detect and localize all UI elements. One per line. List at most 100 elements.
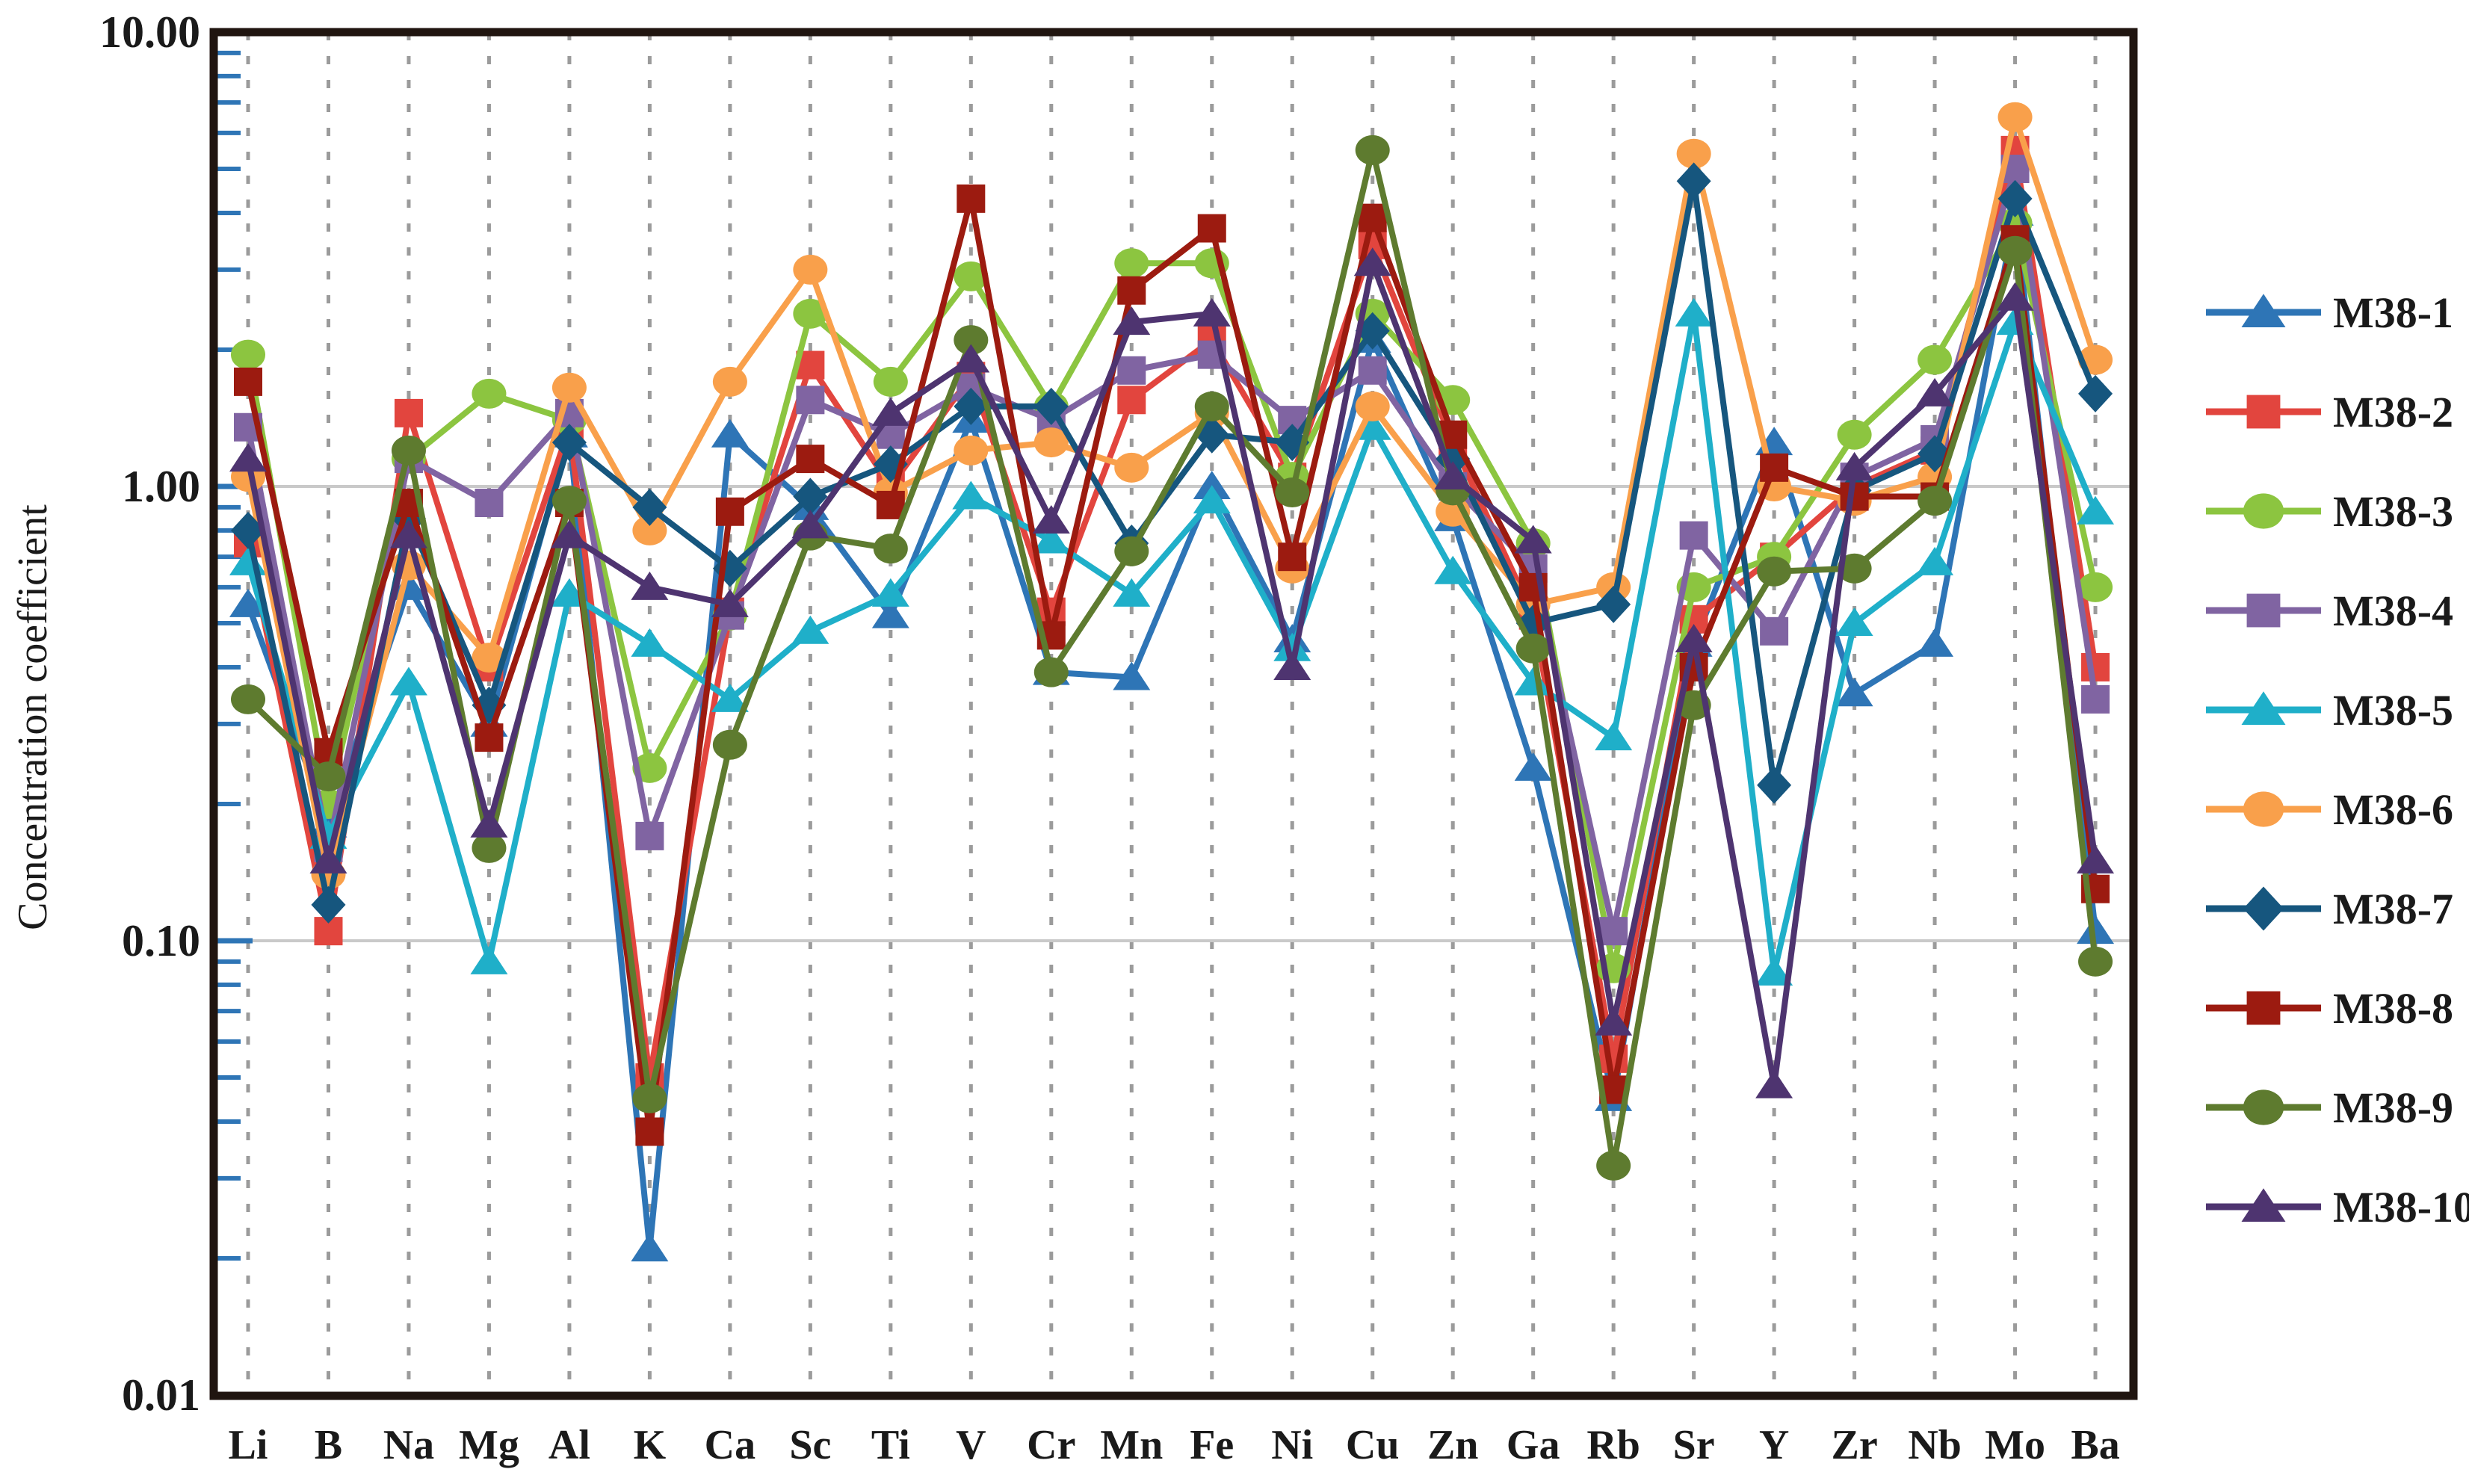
data-point-triangle — [2077, 915, 2115, 944]
data-point-triangle — [1996, 282, 2034, 311]
data-point-triangle — [1916, 377, 1954, 406]
data-point-square — [796, 445, 825, 474]
data-point-circle — [712, 729, 747, 760]
x-tick-label: Sc — [789, 1422, 831, 1468]
data-point-circle — [1114, 452, 1149, 483]
data-point-triangle — [309, 844, 347, 874]
x-tick-label: Mo — [1985, 1422, 2045, 1468]
data-point-circle — [873, 366, 908, 397]
y-tick-label: 10.00 — [99, 7, 200, 57]
data-point-triangle — [711, 588, 749, 617]
y-tick-label: 0.01 — [122, 1370, 200, 1420]
data-point-diamond — [2078, 374, 2113, 412]
x-tick-label: Mn — [1100, 1422, 1163, 1468]
x-tick-label: Fe — [1190, 1422, 1234, 1468]
data-point-triangle — [2241, 294, 2286, 328]
data-point-diamond — [1033, 387, 1069, 425]
x-tick-label: Y — [1759, 1422, 1789, 1468]
data-point-circle — [391, 435, 426, 466]
legend-label: M38-4 — [2333, 587, 2453, 635]
data-point-triangle — [1193, 297, 1231, 327]
data-point-circle — [873, 534, 908, 564]
data-point-square — [796, 386, 825, 415]
data-point-circle — [1837, 419, 1872, 450]
data-point-triangle — [1514, 667, 1552, 696]
data-point-square — [635, 1117, 664, 1146]
legend-label: M38-7 — [2333, 885, 2453, 933]
data-point-circle — [1355, 391, 1390, 421]
data-point-triangle — [470, 809, 508, 838]
data-point-square — [1117, 356, 1146, 385]
data-point-square — [1197, 214, 1226, 243]
data-point-circle — [2243, 791, 2284, 827]
data-point-circle — [1275, 477, 1310, 508]
data-point-circle — [1997, 235, 2033, 266]
data-point-square — [2081, 684, 2110, 714]
data-point-triangle — [1755, 1069, 1793, 1098]
data-point-square — [1599, 917, 1628, 946]
data-point-circle — [551, 486, 587, 516]
data-point-square — [1117, 386, 1146, 415]
data-point-triangle — [1835, 678, 1873, 707]
data-point-triangle — [1273, 651, 1311, 680]
data-point-triangle — [1916, 628, 1954, 657]
data-point-diamond — [311, 885, 346, 924]
data-point-square — [2246, 593, 2281, 628]
data-point-square — [234, 367, 262, 396]
data-point-triangle — [1514, 525, 1552, 554]
data-point-diamond — [632, 488, 667, 526]
data-point-square — [715, 497, 744, 526]
x-tick-label: Ca — [705, 1422, 755, 1468]
legend-label: M38-9 — [2333, 1083, 2453, 1132]
legend-label: M38-6 — [2333, 785, 2453, 834]
series-line-M38-8 — [245, 195, 2099, 1135]
data-point-triangle — [470, 945, 508, 974]
data-point-circle — [2243, 493, 2284, 529]
data-point-circle — [632, 515, 667, 545]
data-point-circle — [954, 325, 989, 356]
x-tick-label: B — [315, 1422, 342, 1468]
x-tick-label: Sr — [1673, 1422, 1715, 1468]
data-point-diamond — [231, 511, 265, 549]
data-point-triangle — [1755, 956, 1793, 986]
data-point-circle — [231, 339, 265, 370]
legend-label: M38-8 — [2333, 984, 2453, 1033]
data-point-triangle — [1353, 247, 1391, 276]
data-point-triangle — [2077, 844, 2115, 874]
legend-label: M38-2 — [2333, 388, 2453, 436]
data-point-circle — [632, 1083, 667, 1113]
data-point-square — [1278, 542, 1307, 572]
x-tick-label: Al — [549, 1422, 590, 1468]
series-line-M38-5 — [245, 310, 2098, 976]
plot-frame — [209, 28, 2138, 1400]
data-point-triangle — [1916, 546, 1954, 575]
data-point-triangle — [1835, 451, 1873, 480]
data-point-circle — [472, 832, 507, 863]
data-point-triangle — [1193, 485, 1231, 514]
data-point-square — [2246, 395, 2281, 429]
data-point-triangle — [1273, 632, 1311, 661]
x-tick-label: Mg — [459, 1422, 519, 1468]
data-point-triangle — [1434, 461, 1472, 490]
data-point-square — [1760, 616, 1789, 646]
data-point-triangle — [871, 397, 909, 426]
data-point-triangle — [1113, 661, 1151, 690]
data-point-circle — [551, 372, 587, 403]
data-point-circle — [1033, 427, 1069, 458]
data-point-triangle — [871, 578, 909, 607]
data-point-triangle — [1514, 752, 1552, 781]
data-point-triangle — [1353, 411, 1391, 440]
data-point-square — [1358, 203, 1387, 232]
data-point-triangle — [2241, 1188, 2286, 1222]
data-point-triangle — [550, 519, 588, 548]
data-point-diamond — [1596, 585, 1631, 623]
data-point-square — [2246, 991, 2281, 1025]
data-point-circle — [2243, 1089, 2284, 1125]
data-point-diamond — [954, 387, 989, 425]
data-point-diamond — [1676, 162, 1711, 200]
x-tick-label: Zr — [1831, 1422, 1877, 1468]
data-point-triangle — [952, 344, 990, 373]
data-point-diamond — [793, 477, 828, 516]
